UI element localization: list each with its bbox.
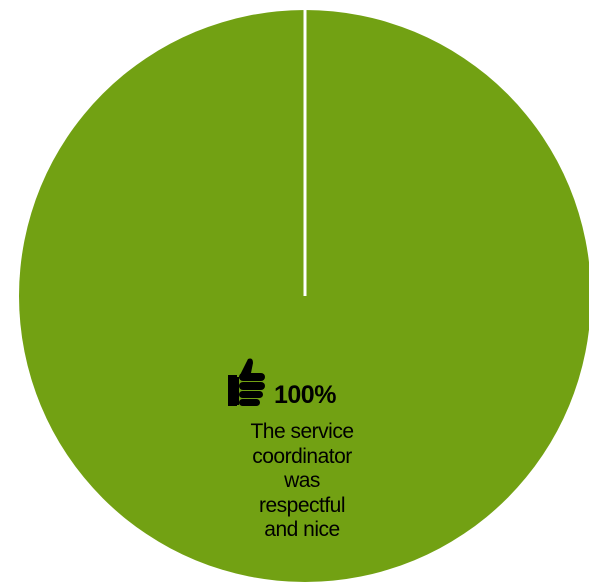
slice-value-label: 100% [274, 381, 336, 409]
slice-label-line: The service [250, 420, 354, 443]
thumbs-up-icon [228, 358, 265, 406]
slice-category-label: The service coordinator was respectful and n… [240, 420, 364, 543]
slice-label-line: was [284, 469, 320, 492]
slice-label-line: coordinator [252, 444, 352, 468]
slice-label-line: respectful [258, 493, 346, 517]
slice-label: 100% The service coordinator was respectful… [220, 355, 400, 541]
slice-value-row: 100% [220, 355, 400, 409]
slice-label-line: and nice [264, 518, 340, 541]
